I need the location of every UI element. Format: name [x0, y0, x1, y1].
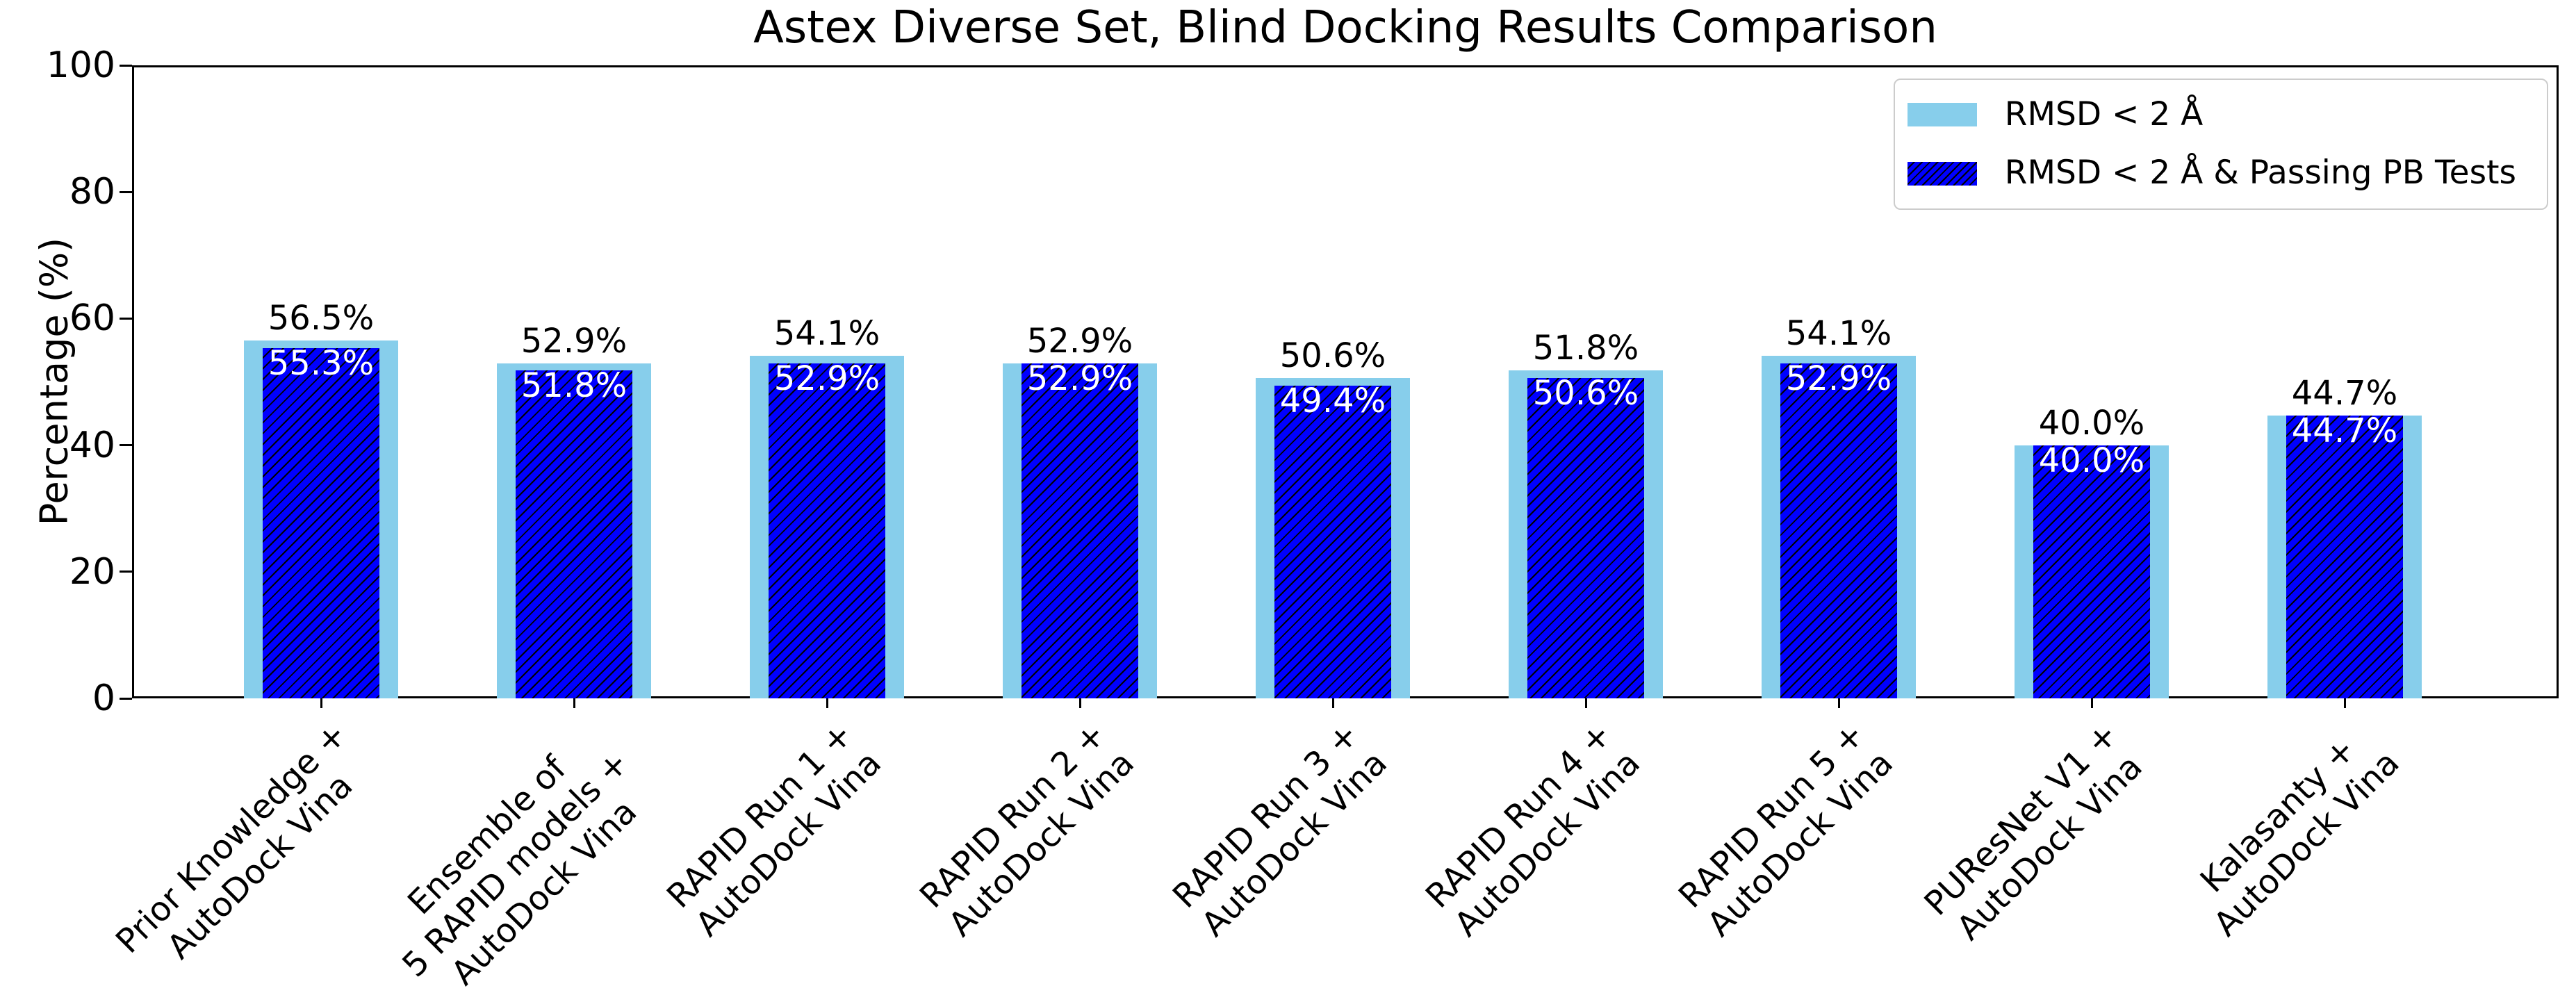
legend-swatch-light-icon [1907, 103, 1977, 127]
y-tick-mark [120, 444, 132, 447]
bar-value-label-inside: 52.9% [1785, 359, 1892, 399]
y-tick-mark [120, 64, 132, 67]
y-axis-label: Percentage (%) [32, 237, 76, 526]
legend-item: RMSD < 2 Å [1907, 95, 2516, 134]
legend-swatch-dark-hatched-icon [1907, 161, 1977, 186]
x-tick-mark [320, 698, 322, 708]
bar-value-label-inside: 50.6% [1532, 374, 1639, 413]
x-tick-label: Kalasanty + AutoDock Vina [2192, 730, 2407, 944]
bar-rmsd-lt2-passing-pb [2033, 445, 2150, 698]
y-tick-label: 80 [69, 171, 115, 213]
bar-rmsd-lt2-passing-pb [2286, 415, 2403, 698]
bar-value-label-inside: 52.9% [1026, 359, 1133, 399]
y-tick-label: 40 [69, 424, 115, 466]
x-tick-label: RAPID Run 3 + AutoDock Vina [1165, 714, 1395, 944]
bar-rmsd-lt2-passing-pb [1022, 363, 1138, 698]
bar-value-label-inside: 40.0% [2038, 441, 2145, 480]
bar-value-label-inside: 55.3% [268, 344, 375, 384]
bar-value-label-inside: 44.7% [2291, 411, 2398, 450]
bar-value-label-above: 54.1% [1785, 314, 1892, 354]
bar-value-label-inside: 52.9% [773, 359, 880, 399]
x-tick-mark [2343, 698, 2346, 708]
y-tick-label: 60 [69, 297, 115, 340]
bar-value-label-above: 54.1% [773, 314, 880, 354]
bar-value-label-above: 51.8% [1532, 329, 1639, 368]
x-tick-mark [1331, 698, 1334, 708]
x-tick-label: RAPID Run 2 + AutoDock Vina [912, 714, 1142, 944]
legend-item: RMSD < 2 Å & Passing PB Tests [1907, 154, 2516, 192]
bar-value-label-above: 52.9% [520, 322, 627, 361]
x-tick-mark [826, 698, 828, 708]
bar-rmsd-lt2-passing-pb [1780, 363, 1897, 698]
y-tick-mark [120, 697, 132, 700]
x-tick-mark [2090, 698, 2093, 708]
bar-rmsd-lt2-passing-pb [516, 370, 632, 698]
bar-value-label-inside: 49.4% [1279, 381, 1386, 420]
y-tick-label: 100 [46, 44, 115, 86]
bar-value-label-above: 50.6% [1279, 336, 1386, 376]
bar-value-label-above: 44.7% [2291, 373, 2398, 413]
bar-value-label-inside: 51.8% [520, 366, 627, 406]
x-tick-label: Ensemble of 5 RAPID models + AutoDock Vi… [394, 743, 644, 993]
x-tick-mark [573, 698, 575, 708]
legend-label: RMSD < 2 Å [2004, 95, 2204, 133]
x-tick-mark [1584, 698, 1587, 708]
y-tick-label: 20 [69, 550, 115, 593]
y-tick-mark [120, 571, 132, 573]
legend-label: RMSD < 2 Å & Passing PB Tests [2004, 154, 2516, 192]
bar-rmsd-lt2-passing-pb [1527, 378, 1644, 698]
y-tick-mark [120, 190, 132, 193]
x-tick-mark [1078, 698, 1081, 708]
x-tick-label: PUResNet V1 + AutoDock Vina [1917, 714, 2150, 949]
bar-value-label-above: 56.5% [268, 299, 375, 338]
bar-rmsd-lt2-passing-pb [263, 348, 379, 698]
bar-rmsd-lt2-passing-pb [769, 363, 885, 698]
y-tick-label: 0 [92, 678, 115, 719]
x-tick-label: RAPID Run 1 + AutoDock Vina [659, 714, 889, 944]
x-tick-label: RAPID Run 4 + AutoDock Vina [1418, 714, 1648, 944]
y-tick-mark [120, 317, 132, 320]
chart-title: Astex Diverse Set, Blind Docking Results… [753, 2, 1937, 54]
x-tick-label: RAPID Run 5 + AutoDock Vina [1671, 714, 1901, 944]
bar-rmsd-lt2-passing-pb [1274, 385, 1391, 698]
x-tick-label: Prior Knowledge + AutoDock Vina [108, 714, 361, 967]
x-tick-mark [1837, 698, 1840, 708]
legend-box: RMSD < 2 Å RMSD < 2 Å & Passing PB Tests [1893, 79, 2548, 210]
bar-value-label-above: 40.0% [2038, 403, 2145, 443]
bar-value-label-above: 52.9% [1026, 322, 1133, 361]
